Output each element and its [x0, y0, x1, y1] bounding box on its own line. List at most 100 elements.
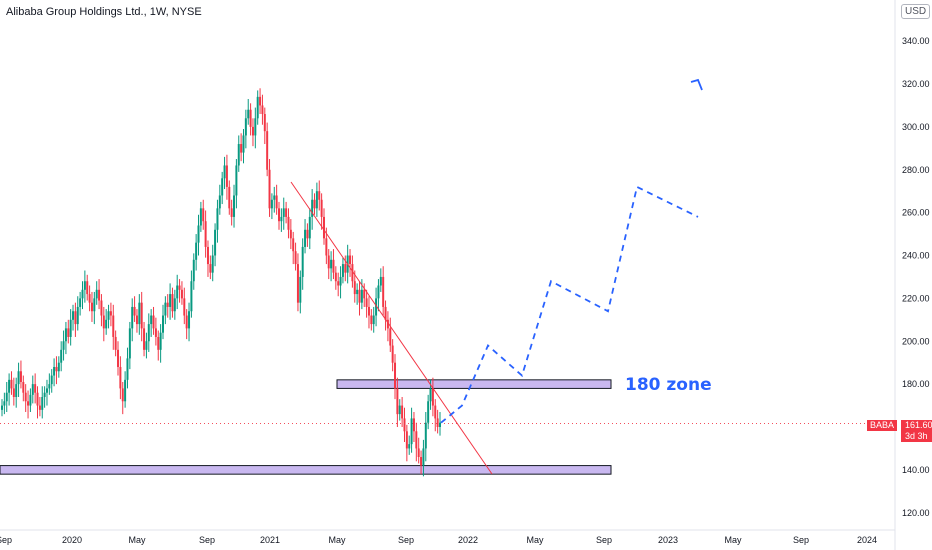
- candle-body: [242, 135, 245, 153]
- candle-body: [119, 366, 122, 389]
- candle-body: [57, 362, 60, 372]
- candle-body: [60, 349, 63, 363]
- candle-body: [384, 306, 387, 320]
- candle-body: [38, 405, 41, 410]
- candle-body: [285, 208, 288, 217]
- candle-body: [363, 289, 366, 299]
- candle-body: [81, 289, 84, 299]
- candle-body: [230, 208, 233, 217]
- candle-body: [337, 281, 340, 286]
- x-tick-label: May: [724, 535, 742, 545]
- candle-body: [391, 345, 394, 363]
- candle-body: [427, 401, 430, 423]
- candle-body: [45, 388, 48, 393]
- candle-body: [223, 165, 226, 179]
- candle-body: [315, 191, 318, 209]
- candle-body: [439, 422, 441, 427]
- candle-body: [311, 199, 314, 217]
- candle-body: [434, 405, 437, 419]
- candle-body: [100, 300, 103, 316]
- candle-body: [55, 366, 58, 372]
- candle-body: [180, 289, 183, 299]
- last-price-tag: BABA 161.60 3d 3h: [867, 420, 932, 442]
- y-tick-label: 320.00: [902, 79, 930, 89]
- candle-body: [332, 259, 335, 273]
- candle-body: [386, 319, 389, 329]
- candle-body: [199, 208, 202, 226]
- candle-body: [417, 448, 420, 458]
- candle-body: [389, 328, 392, 346]
- candle-body: [365, 298, 368, 307]
- candle-body: [131, 306, 134, 329]
- candle-body: [114, 336, 117, 350]
- candle-body: [53, 366, 56, 376]
- candle-body: [247, 109, 250, 119]
- candle-body: [261, 105, 264, 115]
- candle-body: [192, 259, 195, 282]
- candle-body: [128, 328, 131, 359]
- candle-body: [157, 336, 160, 350]
- candle-body: [15, 384, 18, 397]
- candle-body: [209, 264, 212, 273]
- candle-body: [121, 388, 124, 402]
- candle-body: [318, 191, 321, 200]
- candle-body: [339, 276, 342, 286]
- candle-body: [273, 195, 276, 200]
- candle-body: [135, 315, 138, 325]
- candle-body: [211, 255, 214, 273]
- candle-body: [12, 388, 15, 397]
- candle-body: [173, 298, 176, 312]
- candle-body: [154, 328, 157, 337]
- candle-body: [403, 418, 406, 432]
- candle-body: [145, 341, 148, 350]
- candle-body: [41, 396, 44, 410]
- candle-body: [431, 388, 434, 406]
- candle-body: [408, 444, 411, 449]
- candle-body: [266, 131, 269, 170]
- y-tick-label: 300.00: [902, 122, 930, 132]
- x-tick-label: May: [128, 535, 146, 545]
- candle-body: [394, 362, 397, 389]
- candle-body: [280, 216, 283, 222]
- candle-body: [105, 319, 108, 329]
- candle-body: [93, 298, 96, 312]
- candle-body: [166, 302, 169, 307]
- x-tick-label: Sep: [398, 535, 414, 545]
- candle-body: [140, 302, 143, 329]
- x-tick-label: 2021: [260, 535, 280, 545]
- x-tick-label: Sep: [199, 535, 215, 545]
- candle-body: [330, 259, 333, 269]
- zone-label: 180 zone: [625, 375, 712, 395]
- candle-body: [102, 315, 105, 329]
- y-tick-label: 220.00: [902, 293, 930, 303]
- candle-body: [225, 165, 228, 187]
- candle-body: [185, 315, 188, 329]
- candle-body: [256, 96, 259, 119]
- candle-body: [204, 221, 207, 247]
- candle-body: [159, 332, 162, 350]
- candle-body: [237, 144, 240, 166]
- candle-body: [322, 216, 325, 239]
- candle-body: [292, 238, 295, 252]
- candle-body: [278, 208, 281, 222]
- candle-body: [358, 289, 361, 303]
- candle-body: [143, 328, 146, 350]
- x-tick-label: 2024: [857, 535, 877, 545]
- x-tick-label: Sep: [793, 535, 809, 545]
- candle-body: [178, 285, 181, 290]
- candle-body: [43, 392, 46, 397]
- candle-body: [214, 229, 217, 256]
- y-tick-label: 140.00: [902, 465, 930, 475]
- candle-body: [349, 255, 352, 265]
- candle-body: [405, 431, 408, 449]
- candle-body: [327, 255, 330, 269]
- candle-body: [5, 392, 8, 402]
- y-tick-label: 120.00: [902, 508, 930, 518]
- y-tick-label: 340.00: [902, 36, 930, 46]
- candle-body: [306, 229, 309, 239]
- candle-body: [74, 311, 77, 325]
- currency-button[interactable]: USD: [901, 4, 931, 19]
- candle-body: [171, 294, 174, 312]
- candle-body: [420, 457, 423, 466]
